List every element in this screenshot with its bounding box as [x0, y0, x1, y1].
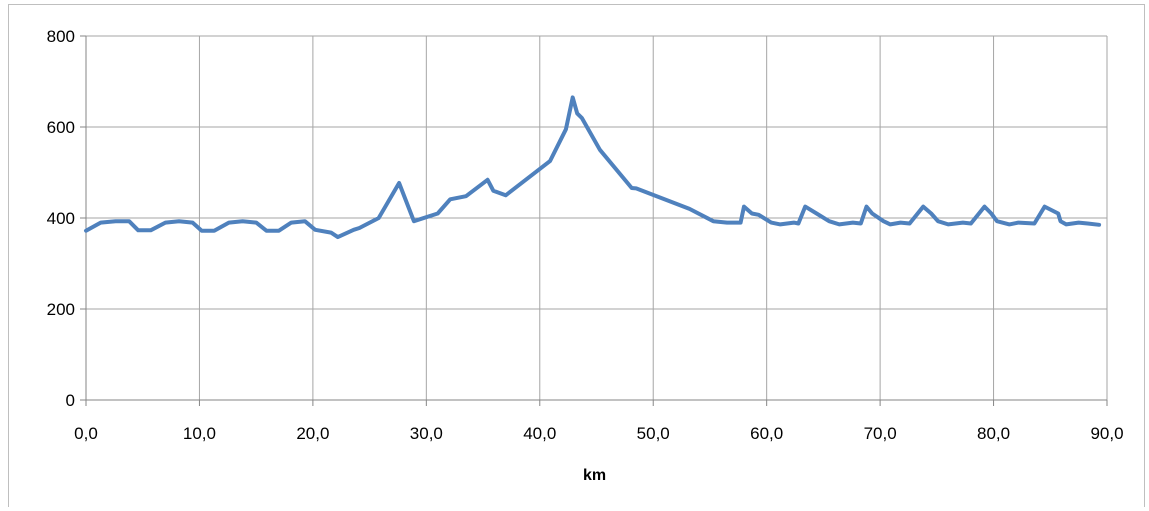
x-tick-label: 10,0	[183, 424, 216, 443]
x-tick-label: 30,0	[410, 424, 443, 443]
tick-labels: 0 200 400 600 800 0,0 10,0 20,0 30,0 40,0 50,0 60,0…	[47, 27, 1124, 443]
y-tick-label: 600	[47, 118, 75, 137]
chart-frame	[8, 4, 1145, 507]
x-axis-title: km	[583, 467, 606, 484]
x-tick-label: 90,0	[1090, 424, 1123, 443]
series-line	[84, 95, 1102, 240]
x-tick-label: 80,0	[977, 424, 1010, 443]
x-tick-label: 20,0	[296, 424, 329, 443]
x-tick-label: 40,0	[523, 424, 556, 443]
y-tick-label: 800	[47, 27, 75, 46]
grid-lines	[86, 35, 1108, 400]
series-layer	[84, 95, 1102, 240]
x-tick-label: 0,0	[74, 424, 98, 443]
y-tick-label: 400	[47, 209, 75, 228]
y-tick-label: 200	[47, 300, 75, 319]
axes	[80, 35, 1108, 406]
x-tick-label: 60,0	[750, 424, 783, 443]
y-tick-label: 0	[66, 391, 75, 410]
x-tick-label: 50,0	[637, 424, 670, 443]
x-tick-label: 70,0	[864, 424, 897, 443]
